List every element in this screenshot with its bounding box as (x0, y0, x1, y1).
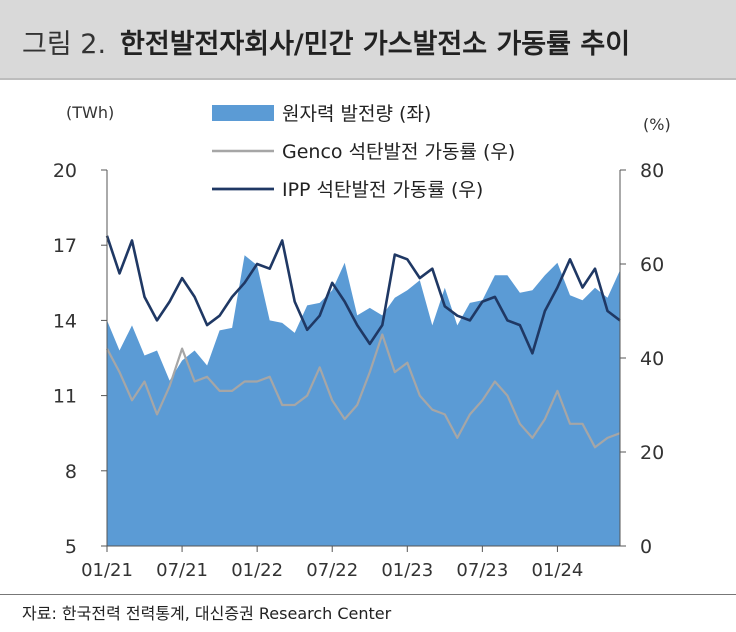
figure-title-bar: 그림 2. 한전발전자회사/민간 가스발전소 가동률 추이 (0, 0, 736, 80)
left-tick-label: 20 (53, 160, 77, 182)
figure-number: 그림 2. (22, 29, 107, 60)
figure-title-text: 한전발전자회사/민간 가스발전소 가동률 추이 (120, 29, 631, 60)
left-tick-label: 8 (65, 461, 77, 483)
x-tick-label: 01/22 (231, 560, 283, 581)
series-area-nuclear (107, 255, 620, 546)
right-axis-unit: (%) (643, 115, 671, 134)
right-tick-label: 80 (640, 160, 664, 182)
x-tick-label: 01/24 (532, 560, 584, 581)
source-note: 자료: 한국전력 전력통계, 대신증권 Research Center (22, 604, 392, 623)
axis-layer: 20 17 14 11 8 5 80 60 40 20 0 01/21 07/21 01/22 07/22 0… (53, 160, 664, 581)
left-tick-label: 11 (53, 386, 77, 408)
left-tick-label: 17 (53, 235, 77, 257)
left-tick-label: 5 (65, 536, 77, 558)
legend-label: IPP 석탄발전 가동률 (우) (282, 179, 483, 201)
right-tick-label: 20 (640, 442, 664, 464)
x-tick-label: 01/23 (381, 560, 433, 581)
right-tick-label: 40 (640, 348, 664, 370)
figure-title: 그림 2. 한전발전자회사/민간 가스발전소 가동률 추이 (22, 22, 630, 61)
series-line-ipp (105, 235, 621, 355)
legend: 원자력 발전량 (좌) Genco 석탄발전 가동률 (우) IPP 석탄발전 가동… (212, 103, 515, 201)
source-divider (0, 594, 736, 595)
area-layer (107, 255, 620, 546)
x-tick-label: 01/21 (81, 560, 133, 581)
legend-label: 원자력 발전량 (좌) (282, 103, 431, 125)
left-tick-label: 14 (53, 310, 77, 332)
left-axis-unit: (TWh) (66, 103, 114, 122)
series-line-genco (106, 333, 621, 449)
legend-label: Genco 석탄발전 가동률 (우) (282, 141, 515, 163)
x-tick-label: 07/22 (306, 560, 358, 581)
right-tick-label: 0 (640, 536, 652, 558)
x-tick-label: 07/23 (456, 560, 508, 581)
legend-swatch-area (212, 105, 274, 121)
chart: 20 17 14 11 8 5 80 60 40 20 0 01/21 07/21 01/22 07/22 0… (53, 103, 671, 581)
line-layer (105, 235, 621, 449)
right-tick-label: 60 (640, 254, 664, 276)
x-tick-label: 07/21 (156, 560, 208, 581)
